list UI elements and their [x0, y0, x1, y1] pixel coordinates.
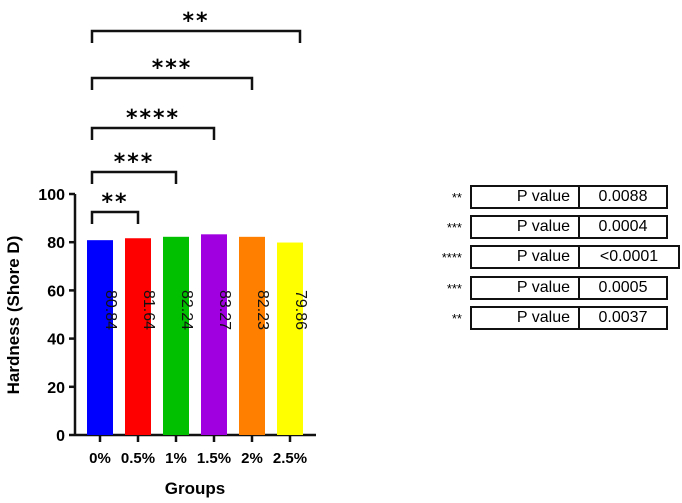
significance-bracket — [90, 76, 254, 90]
p-value-row: ** P value 0.0088 — [420, 185, 668, 209]
y-tick-label: 60 — [47, 283, 65, 300]
significance-stars: **** — [126, 106, 180, 131]
significance-stars: ** — [182, 9, 209, 34]
significance-bracket — [90, 126, 216, 140]
bar — [239, 236, 265, 435]
bar — [163, 236, 189, 435]
significance-bracket — [90, 170, 178, 184]
data-label: 79.86 — [292, 290, 309, 330]
p-value: 0.0004 — [598, 218, 648, 235]
significance-bracket — [90, 29, 302, 43]
data-label: 82.23 — [254, 290, 271, 330]
significance-stars: ** — [101, 190, 128, 215]
data-label: 82.24 — [178, 290, 195, 330]
significance-stars: *** — [446, 280, 462, 296]
p-value: 0.0088 — [598, 188, 648, 205]
significance-stars: **** — [441, 249, 462, 265]
bar — [201, 234, 227, 435]
p-value: <0.0001 — [599, 248, 659, 265]
p-value-label: P value — [472, 217, 580, 237]
y-tick-label: 100 — [38, 187, 65, 204]
x-tick-label: 1.5% — [197, 450, 231, 467]
data-label: 80.84 — [102, 290, 119, 330]
y-tick-label: 40 — [47, 332, 65, 349]
p-value-row: **** P value <0.0001 — [420, 245, 680, 269]
p-value: 0.0037 — [598, 309, 648, 326]
y-tick-label: 80 — [47, 235, 65, 252]
x-tick-label: 2.5% — [273, 450, 307, 467]
significance-stars: ** — [451, 189, 462, 205]
p-value-row: *** P value 0.0004 — [420, 215, 668, 239]
bar — [277, 242, 303, 435]
data-label: 81.64 — [140, 290, 157, 330]
y-tick-label: 0 — [56, 428, 65, 445]
significance-stars: *** — [446, 219, 462, 235]
p-value-label: P value — [472, 278, 580, 298]
p-value-row: ** P value 0.0037 — [420, 306, 668, 330]
bar — [125, 238, 151, 435]
significance-stars: ** — [451, 310, 462, 326]
bar — [87, 240, 113, 435]
x-tick-label: 0.5% — [121, 450, 155, 467]
p-value-label: P value — [472, 308, 580, 328]
p-value: 0.0005 — [598, 279, 648, 296]
p-value-label: P value — [472, 187, 580, 207]
x-tick-label: 0% — [89, 450, 111, 467]
p-value-label: P value — [472, 247, 580, 267]
y-axis-title: Hardness (Shore D) — [4, 236, 23, 395]
data-label: 83.27 — [216, 290, 233, 330]
significance-stars: *** — [114, 150, 155, 175]
x-tick-label: 2% — [241, 450, 263, 467]
significance-bracket — [90, 210, 140, 224]
significance-stars: *** — [152, 56, 193, 81]
x-axis-title: Groups — [165, 479, 225, 498]
p-value-row: *** P value 0.0005 — [420, 276, 668, 300]
x-tick-label: 1% — [165, 450, 187, 467]
y-tick-label: 20 — [47, 380, 65, 397]
